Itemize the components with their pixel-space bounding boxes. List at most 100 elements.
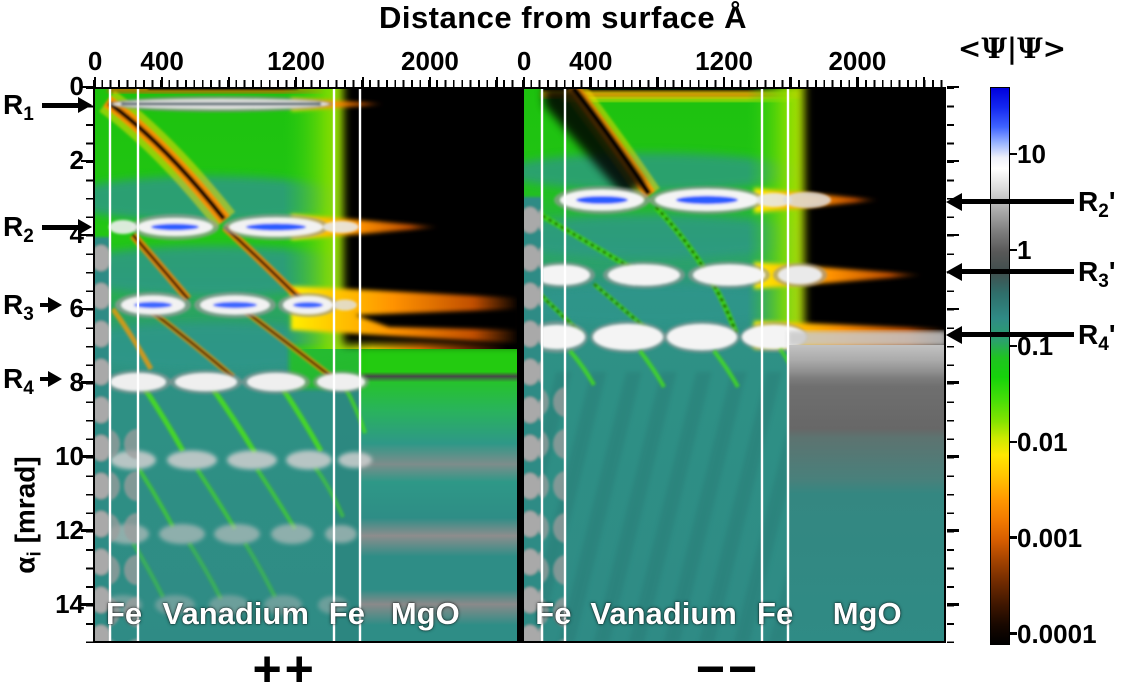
layer-label: Fe: [328, 596, 365, 631]
y-axis-major-tick-right: [947, 233, 959, 237]
x-tick-label: 0: [516, 46, 532, 76]
y-axis-major-tick: [81, 307, 93, 311]
y-tick-label: 4: [69, 218, 84, 249]
resonance-label-right: R4': [1078, 318, 1116, 355]
y-minor-ticks-left: [86, 87, 93, 643]
colorbar-tick: [1009, 632, 1017, 635]
resonance-row-R3prime: [529, 261, 827, 289]
y-tick-label: 2: [69, 144, 84, 175]
x-axis-major-tick: [922, 77, 926, 87]
resonance-label-left: R4: [3, 363, 34, 400]
resonance-arrow-line: [40, 376, 48, 382]
resonance-label-left: R2: [3, 211, 34, 248]
resonance-arrow-line: [42, 225, 78, 230]
absorption-streaks-upper: [99, 90, 335, 381]
colorbar-tick: [1009, 440, 1017, 444]
x-axis-major-tick: [495, 77, 499, 87]
y-axis-major-tick-right: [947, 381, 959, 385]
colorbar-tick: [1009, 344, 1017, 348]
surface-top-band: [542, 87, 802, 92]
panel-divider: [519, 87, 522, 643]
heatmap-plusplus-svg: [93, 87, 519, 643]
colorbar-tick-label: 1: [1017, 234, 1032, 265]
y-axis-major-tick: [81, 529, 93, 532]
colorbar-tick-label: 0.01: [1017, 426, 1068, 457]
y-axis-major-tick: [81, 159, 93, 163]
resonance-row-R3: [115, 292, 357, 318]
x-axis-major-tick: [361, 77, 365, 87]
resonance-row-R4: [105, 370, 369, 394]
resonance-label-right: R2': [1078, 185, 1116, 222]
x-minor-ticks-left-panel: [93, 80, 519, 87]
resonance-label-left: R3: [3, 289, 34, 326]
resonance-row-R2: [109, 214, 359, 240]
y-axis-major-tick-right: [947, 529, 959, 532]
colorbar-tick-label: 0.001: [1017, 522, 1083, 553]
layer-label: Vanadium: [590, 596, 737, 631]
plot-title: Distance from surface Å: [378, 0, 748, 35]
x-axis-major-tick: [294, 77, 298, 87]
x-axis-major-tick: [522, 77, 526, 87]
vacuum-fringes-column: [93, 237, 110, 643]
layer-label: MgO: [832, 596, 902, 631]
resonance-row-R2prime: [554, 186, 831, 214]
y-tick-label: 14: [55, 588, 84, 619]
heatmap-minusminus-svg: [522, 87, 946, 643]
mgo-substrate-bands: [788, 345, 946, 643]
resonance-arrowhead: [78, 219, 92, 236]
x-axis-major-tick: [589, 77, 593, 87]
x-minor-ticks-right-panel: [522, 80, 946, 87]
colorbar-tick: [1009, 536, 1017, 540]
y-minor-ticks-right: [947, 87, 954, 643]
herringbone-texture: [522, 372, 788, 643]
y-axis-label: αi [mrad]: [9, 456, 46, 574]
x-tick-label: 2000: [828, 46, 887, 76]
spin-state-label: ++: [252, 641, 317, 697]
x-tick-label: 1200: [267, 46, 325, 76]
layer-label: Vanadium: [162, 596, 309, 631]
y-axis-major-tick: [81, 603, 93, 606]
layer-boundary-lines: [108, 87, 362, 643]
resonance-arrow-line: [42, 103, 78, 108]
x-axis-major-tick: [656, 77, 659, 87]
resonance-arrow-line: [952, 332, 1074, 338]
resonance-arrowhead: [946, 192, 962, 211]
x-axis-major-tick: [856, 77, 859, 87]
y-tick-label: 0: [69, 71, 84, 101]
y-axis-major-tick-right: [947, 455, 959, 458]
y-axis-major-tick-right: [947, 159, 959, 163]
y-axis-major-tick: [81, 455, 93, 458]
vacuum-fringes-column: [522, 197, 542, 643]
y-axis-major-tick-right: [947, 307, 959, 311]
resonance-arrowhead: [48, 371, 62, 388]
layer-label: Fe: [106, 596, 143, 631]
y-axis-major-tick: [81, 381, 93, 385]
resonance-arrow-line: [952, 269, 1074, 275]
x-tick-label: 0: [87, 46, 103, 76]
total-reflection-black-region: [804, 87, 946, 345]
spin-state-label: −−: [695, 641, 761, 697]
layer-label: Fe: [535, 596, 572, 631]
colorbar-tick-label: 0.0001: [1017, 618, 1097, 649]
mgo-substrate-bands: [360, 345, 519, 643]
x-axis-major-tick: [227, 77, 231, 87]
resonance-arrow-line: [952, 199, 1074, 205]
y-axis-major-tick-right: [947, 603, 959, 606]
x-axis-major-tick: [722, 77, 726, 87]
resonance-label-left: R1: [3, 89, 34, 126]
resonance-label-right: R3': [1078, 255, 1116, 292]
x-axis-major-tick: [160, 77, 164, 87]
y-tick-label: 8: [69, 366, 84, 397]
resonance-arrow-line: [40, 302, 48, 308]
x-tick-label: 2000: [401, 46, 459, 76]
heatmap-panel-minusminus: [522, 87, 946, 643]
y-axis-major-tick: [81, 85, 93, 89]
colorbar-tick: [1009, 248, 1017, 252]
x-tick-label: 400: [140, 46, 184, 76]
colorbar-title: <Ψ|Ψ>: [957, 32, 1067, 65]
y-tick-label: 12: [55, 514, 84, 545]
colorbar-tick-label: 10: [1017, 139, 1046, 170]
y-tick-label: 6: [69, 292, 84, 323]
y-tick-label: 10: [55, 440, 84, 471]
